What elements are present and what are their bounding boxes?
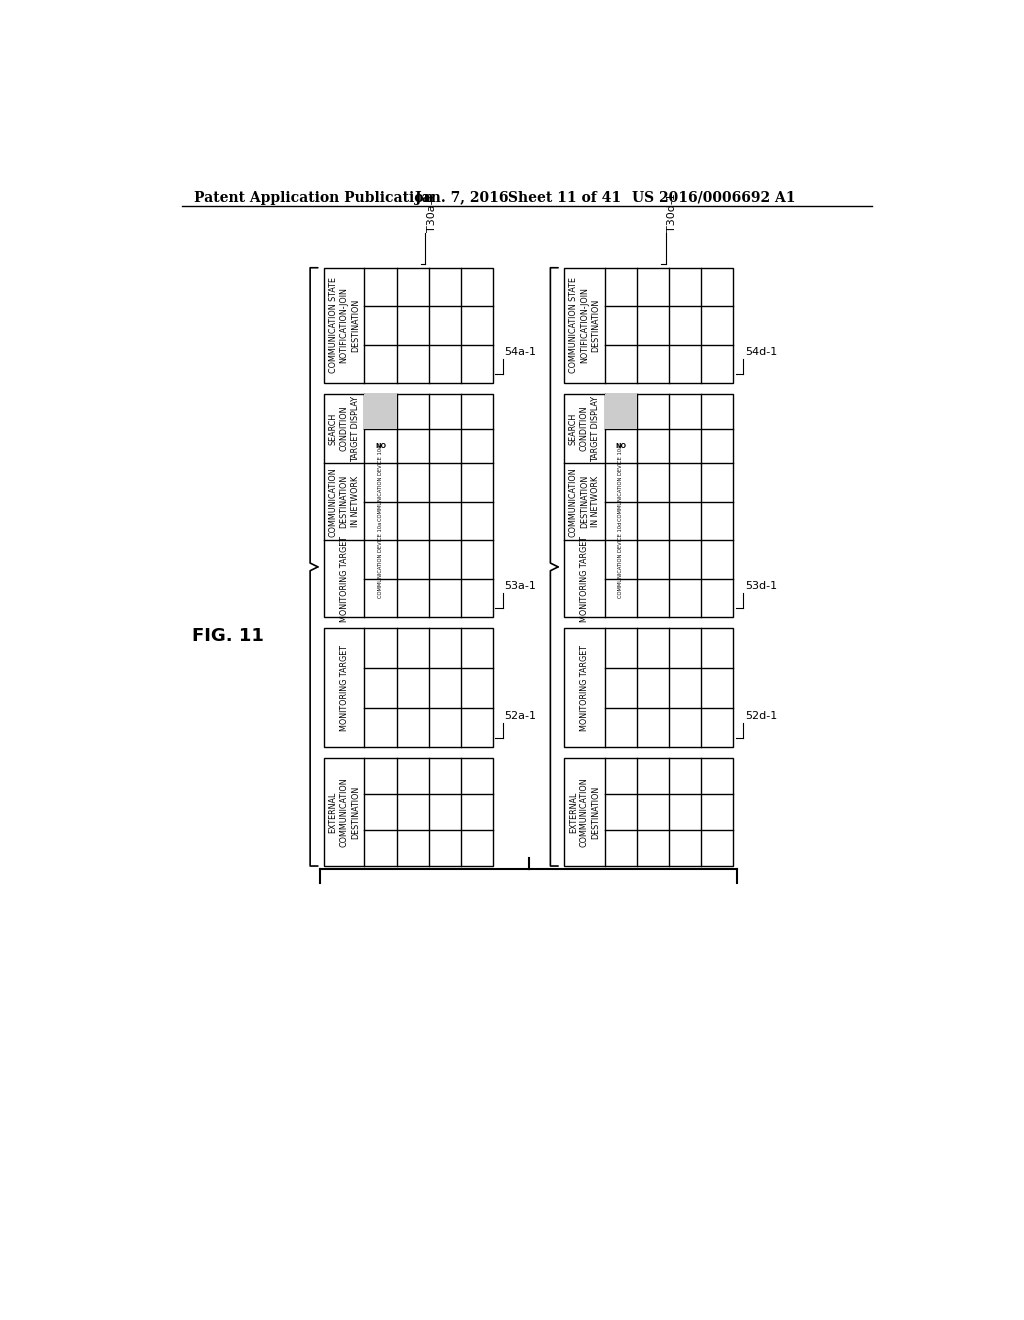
Text: COMMUNICATION DEVICE 10d: COMMUNICATION DEVICE 10d <box>618 521 624 598</box>
Bar <box>564 268 733 383</box>
Text: MONITORING TARGET: MONITORING TARGET <box>580 644 589 731</box>
Text: 52d-1: 52d-1 <box>744 711 777 721</box>
Text: 53d-1: 53d-1 <box>744 581 777 591</box>
Text: Patent Application Publication: Patent Application Publication <box>194 191 433 205</box>
Bar <box>564 395 733 618</box>
Text: NO: NO <box>615 444 627 449</box>
Bar <box>324 628 493 747</box>
Text: Jan. 7, 2016: Jan. 7, 2016 <box>415 191 508 205</box>
Bar <box>564 758 733 866</box>
Text: T30a-1: T30a-1 <box>427 193 437 231</box>
Text: COMMUNICATION
DESTINATION
IN NETWORK: COMMUNICATION DESTINATION IN NETWORK <box>329 467 359 537</box>
Bar <box>564 628 733 747</box>
Text: T30d-1: T30d-1 <box>668 193 677 231</box>
Text: EXTERNAL
COMMUNICATION
DESTINATION: EXTERNAL COMMUNICATION DESTINATION <box>569 777 600 847</box>
Text: MONITORING TARGET: MONITORING TARGET <box>340 644 349 731</box>
Text: COMMUNICATION DEVICE 10a: COMMUNICATION DEVICE 10a <box>618 445 624 520</box>
Bar <box>324 268 493 383</box>
Text: SEARCH
CONDITION
TARGET DISPLAY: SEARCH CONDITION TARGET DISPLAY <box>329 396 359 462</box>
Text: COMMUNICATION DEVICE 10a: COMMUNICATION DEVICE 10a <box>378 521 383 598</box>
Text: COMMUNICATION DEVICE 10d: COMMUNICATION DEVICE 10d <box>378 445 383 521</box>
Text: US 2016/0006692 A1: US 2016/0006692 A1 <box>632 191 796 205</box>
Text: COMMUNICATION
DESTINATION
IN NETWORK: COMMUNICATION DESTINATION IN NETWORK <box>569 467 600 537</box>
Bar <box>365 395 396 429</box>
Text: NO: NO <box>375 444 386 449</box>
Text: MONITORING TARGET: MONITORING TARGET <box>580 536 589 622</box>
Text: FIG. 11: FIG. 11 <box>191 627 263 644</box>
Text: 52a-1: 52a-1 <box>505 711 537 721</box>
Text: COMMUNICATION STATE
NOTIFICATION-JOIN
DESTINATION: COMMUNICATION STATE NOTIFICATION-JOIN DE… <box>569 277 600 374</box>
Text: Sheet 11 of 41: Sheet 11 of 41 <box>508 191 621 205</box>
Bar <box>324 758 493 866</box>
Text: SEARCH
CONDITION
TARGET DISPLAY: SEARCH CONDITION TARGET DISPLAY <box>569 396 600 462</box>
Text: 53a-1: 53a-1 <box>505 581 537 591</box>
Text: MONITORING TARGET: MONITORING TARGET <box>340 536 349 622</box>
Text: EXTERNAL
COMMUNICATION
DESTINATION: EXTERNAL COMMUNICATION DESTINATION <box>329 777 359 847</box>
Text: COMMUNICATION STATE
NOTIFICATION-JOIN
DESTINATION: COMMUNICATION STATE NOTIFICATION-JOIN DE… <box>329 277 359 374</box>
Text: 54a-1: 54a-1 <box>505 347 537 358</box>
Bar <box>604 395 637 429</box>
Text: 54d-1: 54d-1 <box>744 347 777 358</box>
Bar <box>324 395 493 618</box>
